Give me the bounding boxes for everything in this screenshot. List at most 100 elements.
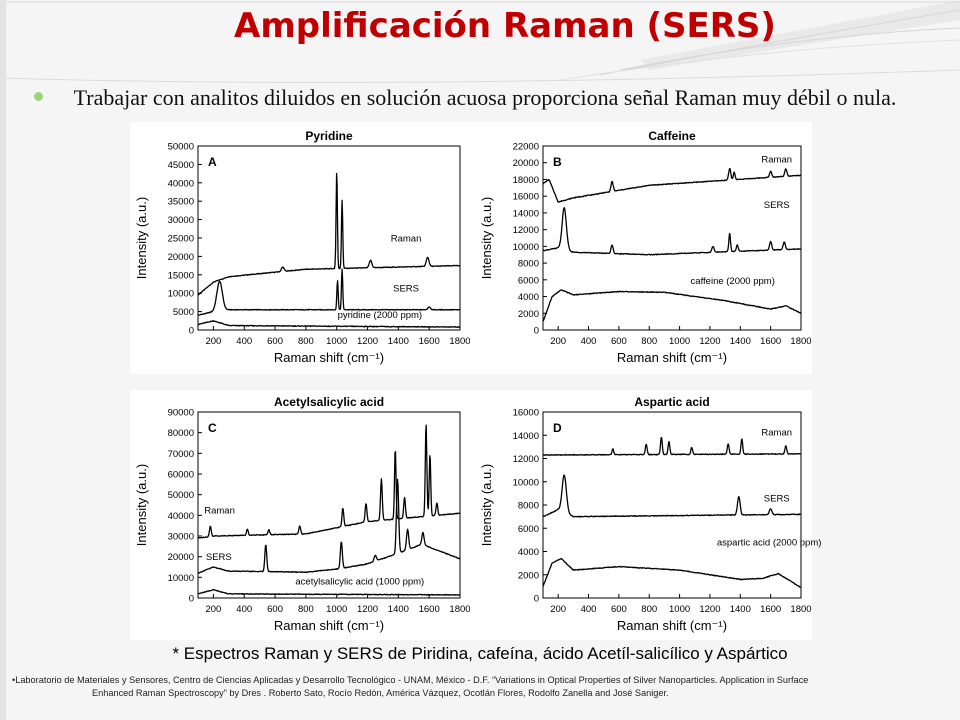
x-tick-label: 1400 — [388, 336, 409, 347]
x-tick-label: 1600 — [760, 604, 781, 615]
x-tick-label: 1400 — [730, 604, 751, 615]
x-tick-label: 1800 — [790, 604, 811, 615]
series-label: aspartic acid (2000 ppm) — [717, 538, 822, 549]
y-tick-label: 10000 — [168, 573, 194, 584]
panel-letter: D — [553, 421, 562, 435]
x-tick-label: 1800 — [449, 336, 470, 347]
series-label: Raman — [204, 505, 235, 516]
footnote-line-2: Enhanced Raman Spectroscopy” by Dres . R… — [92, 688, 669, 698]
x-tick-label: 800 — [298, 604, 314, 615]
figure-caption: * Espectros Raman y SERS de Piridina, ca… — [172, 644, 788, 663]
x-tick-label: 1600 — [760, 336, 781, 347]
series-label: Raman — [761, 427, 792, 438]
panel-background — [470, 122, 812, 374]
x-axis-label: Raman shift (cm⁻¹) — [274, 618, 384, 633]
y-tick-label: 8000 — [518, 501, 539, 512]
x-tick-label: 1200 — [699, 604, 720, 615]
x-tick-label: 1000 — [326, 336, 347, 347]
x-tick-label: 1800 — [449, 604, 470, 615]
y-tick-label: 0 — [189, 594, 194, 605]
slide-title: Amplificación Raman (SERS) — [234, 6, 776, 46]
y-tick-label: 14000 — [513, 431, 539, 442]
y-tick-label: 20000 — [513, 158, 539, 169]
y-tick-label: 90000 — [168, 408, 194, 419]
y-tick-label: 30000 — [168, 532, 194, 543]
y-tick-label: 50000 — [168, 142, 194, 153]
x-tick-label: 1200 — [357, 336, 378, 347]
x-tick-label: 1400 — [730, 336, 751, 347]
series-label: caffeine (2000 ppm) — [691, 276, 775, 287]
y-tick-label: 10000 — [513, 477, 539, 488]
y-tick-label: 40000 — [168, 511, 194, 522]
x-tick-label: 800 — [641, 604, 657, 615]
series-label: acetylsalicylic acid (1000 ppm) — [295, 577, 424, 588]
panel-letter: A — [208, 155, 217, 169]
y-axis-label: Intensity (a.u.) — [134, 197, 149, 279]
x-tick-label: 400 — [581, 336, 597, 347]
spectrum-line — [197, 172, 461, 296]
x-tick-label: 600 — [267, 604, 283, 615]
spectrum-line — [197, 320, 461, 328]
spectrum-line — [542, 557, 802, 588]
y-tick-label: 12000 — [513, 225, 539, 236]
x-tick-label: 1000 — [669, 604, 690, 615]
spectra-panel-c: 200 400 600 800 1000 1200 1400 1600 1800 0 10000 20… — [130, 390, 471, 640]
series-label: SERS — [764, 200, 790, 211]
x-tick-label: 1400 — [388, 604, 409, 615]
x-axis-label: Raman shift (cm⁻¹) — [617, 350, 727, 365]
series-label: SERS — [206, 552, 232, 563]
panel-letter: B — [553, 155, 562, 169]
y-tick-label: 35000 — [168, 197, 194, 208]
spectrum-line — [542, 474, 802, 518]
y-tick-label: 0 — [189, 326, 194, 337]
series-label: SERS — [764, 494, 790, 505]
y-tick-label: 8000 — [518, 259, 539, 270]
x-tick-label: 1600 — [419, 604, 440, 615]
y-tick-label: 16000 — [513, 192, 539, 203]
x-tick-label: 1200 — [357, 604, 378, 615]
y-tick-label: 2000 — [518, 309, 539, 320]
y-tick-label: 0 — [534, 594, 539, 605]
y-tick-label: 10000 — [513, 242, 539, 253]
series-label: Raman — [391, 234, 422, 245]
x-tick-label: 200 — [205, 336, 221, 347]
series-label: Raman — [761, 155, 792, 166]
spectrum-line — [542, 167, 802, 203]
spectrum-line — [197, 588, 461, 596]
x-tick-label: 1600 — [419, 336, 440, 347]
y-tick-label: 15000 — [168, 270, 194, 281]
x-tick-label: 200 — [550, 336, 566, 347]
y-tick-label: 12000 — [513, 454, 539, 465]
x-tick-label: 200 — [205, 604, 221, 615]
y-tick-label: 45000 — [168, 160, 194, 171]
spectrum-line — [197, 424, 461, 539]
x-tick-label: 1800 — [790, 336, 811, 347]
x-tick-label: 800 — [641, 336, 657, 347]
y-axis-label: Intensity (a.u.) — [479, 197, 494, 279]
y-tick-label: 2000 — [518, 570, 539, 581]
y-axis-label: Intensity (a.u.) — [479, 464, 494, 546]
y-tick-label: 10000 — [168, 289, 194, 300]
series-label: SERS — [393, 283, 419, 294]
y-tick-label: 4000 — [518, 292, 539, 303]
spectrum-line — [197, 268, 461, 316]
spectrum-line — [197, 478, 461, 574]
x-tick-label: 400 — [236, 336, 252, 347]
y-axis-label: Intensity (a.u.) — [134, 464, 149, 546]
y-tick-label: 20000 — [168, 552, 194, 563]
x-tick-label: 1200 — [699, 336, 720, 347]
bullet-text: Trabajar con analitos diluidos en soluci… — [73, 85, 897, 110]
y-tick-label: 6000 — [518, 275, 539, 286]
y-tick-label: 50000 — [168, 490, 194, 501]
y-tick-label: 40000 — [168, 178, 194, 189]
y-tick-label: 80000 — [168, 428, 194, 439]
x-tick-label: 600 — [611, 336, 627, 347]
x-tick-label: 600 — [611, 604, 627, 615]
series-label: pyridine (2000 ppm) — [338, 310, 423, 321]
plot-frame — [542, 145, 802, 331]
y-tick-label: 20000 — [168, 252, 194, 263]
y-tick-label: 6000 — [518, 524, 539, 535]
x-tick-label: 800 — [298, 336, 314, 347]
footnote-line-1: •Laboratorio de Materiales y Sensores, C… — [12, 675, 809, 685]
